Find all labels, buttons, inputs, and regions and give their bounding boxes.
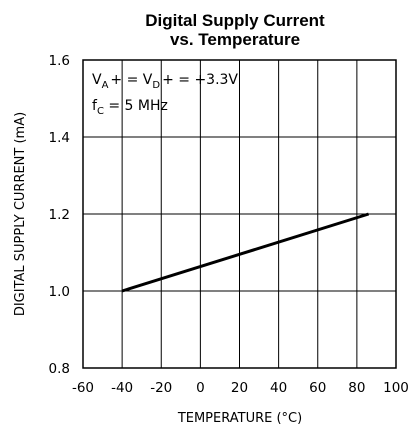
- chart-title-line2: vs. Temperature: [170, 30, 300, 49]
- annotation-c-subscript: C: [97, 106, 104, 117]
- y-tick-label: 1.4: [49, 130, 70, 146]
- annotation-voltage-value: + = +3.3V: [162, 72, 238, 88]
- annotation-frequency-value: = 5 MHz: [104, 98, 168, 114]
- y-tick-label: 1.0: [49, 284, 70, 300]
- y-tick-label: 1.2: [49, 207, 70, 223]
- x-tick-label: 0: [196, 380, 205, 396]
- x-tick-labels: -60 -40 -20 0 20 40 60 80 100: [72, 380, 409, 396]
- x-tick-label: -60: [72, 380, 94, 396]
- plot-frame: [82, 59, 397, 369]
- annotation-plus-equals: + =: [110, 72, 142, 88]
- series-line: [121, 212, 370, 293]
- annotation-f-symbol: f: [92, 98, 98, 114]
- x-tick-label: 60: [309, 380, 326, 396]
- y-tick-label: 1.6: [49, 53, 70, 69]
- x-tick-label: -20: [150, 380, 172, 396]
- grid: [83, 60, 396, 368]
- annotation-v-symbol-2: V: [143, 72, 153, 88]
- annotation-d-subscript: D: [152, 80, 160, 91]
- x-tick-label: 80: [348, 380, 365, 396]
- x-tick-label: 40: [270, 380, 287, 396]
- chart-title-line1: Digital Supply Current: [145, 11, 325, 30]
- annotation-v-symbol: V: [92, 72, 102, 88]
- x-tick-label: 20: [231, 380, 248, 396]
- y-tick-label: 0.8: [49, 361, 70, 377]
- x-tick-label: 100: [383, 380, 409, 396]
- y-axis-label: DIGITAL SUPPLY CURRENT (mA): [13, 112, 28, 316]
- annotation-clock-frequency: fC = 5 MHz: [92, 98, 168, 117]
- y-tick-labels: 0.8 1.0 1.2 1.4 1.6: [49, 53, 70, 377]
- x-axis-label: TEMPERATURE (°C): [177, 411, 302, 426]
- x-tick-label: -40: [111, 380, 133, 396]
- annotation-a-subscript: A: [102, 80, 109, 91]
- annotation-supply-voltage: VA + = VD + = +3.3V: [92, 72, 238, 91]
- series-group: [121, 212, 370, 293]
